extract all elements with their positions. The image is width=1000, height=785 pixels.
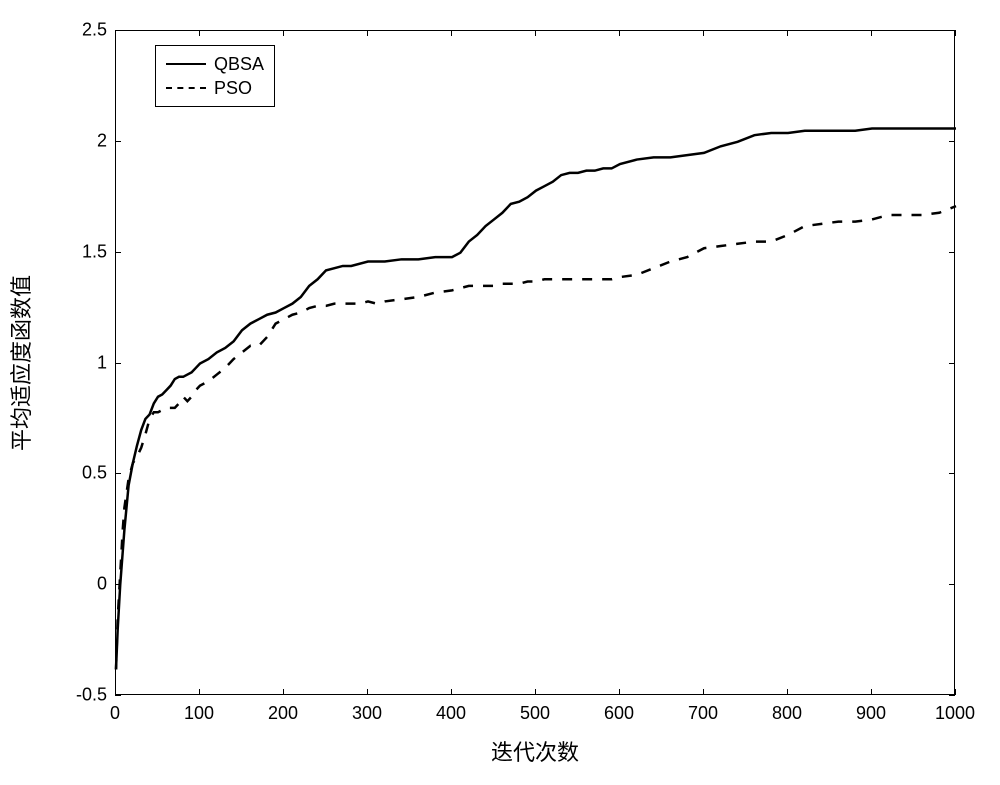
series-svg: [116, 31, 956, 696]
x-tick-label: 0: [110, 703, 120, 724]
x-tick-mark: [703, 689, 704, 695]
x-tick-label: 300: [352, 703, 382, 724]
y-tick-mark: [115, 695, 121, 696]
y-axis-label: 平均适应度函数值: [4, 274, 36, 450]
x-tick-label: 500: [520, 703, 550, 724]
y-tick-label: 2: [97, 130, 107, 151]
x-tick-mark: [283, 689, 284, 695]
y-tick-mark: [949, 252, 955, 253]
y-tick-mark: [949, 584, 955, 585]
legend-label-pso: PSO: [214, 78, 252, 99]
x-tick-mark: [451, 689, 452, 695]
legend-box: QBSA PSO: [155, 45, 275, 107]
y-tick-label: 2.5: [82, 20, 107, 41]
x-tick-label: 700: [688, 703, 718, 724]
x-tick-mark: [199, 689, 200, 695]
x-tick-label: 600: [604, 703, 634, 724]
x-tick-label: 100: [184, 703, 214, 724]
y-tick-mark: [115, 473, 121, 474]
legend-swatch-dashed: [166, 78, 206, 98]
y-tick-label: 1.5: [82, 241, 107, 262]
series-qbsa: [116, 129, 956, 670]
x-tick-mark: [703, 30, 704, 36]
x-tick-mark: [787, 30, 788, 36]
legend-line-dashed-icon: [166, 87, 206, 89]
y-tick-label: 1: [97, 352, 107, 373]
plot-area: [115, 30, 955, 695]
y-tick-mark: [115, 141, 121, 142]
legend-line-solid-icon: [166, 63, 206, 66]
y-tick-label: 0.5: [82, 463, 107, 484]
chart-container: QBSA PSO 平均适应度函数值 迭代次数 0 100 200 300 400 500 6…: [0, 0, 1000, 785]
y-tick-mark: [115, 363, 121, 364]
x-tick-label: 800: [772, 703, 802, 724]
y-tick-label: -0.5: [76, 685, 107, 706]
y-tick-label: 0: [97, 574, 107, 595]
x-tick-label: 1000: [935, 703, 975, 724]
x-tick-mark: [619, 30, 620, 36]
x-tick-mark: [871, 689, 872, 695]
legend-swatch-solid: [166, 54, 206, 74]
x-tick-mark: [955, 689, 956, 695]
x-tick-mark: [535, 689, 536, 695]
y-tick-mark: [115, 584, 121, 585]
x-tick-mark: [955, 30, 956, 36]
x-tick-label: 200: [268, 703, 298, 724]
x-tick-mark: [871, 30, 872, 36]
x-tick-mark: [451, 30, 452, 36]
y-tick-mark: [949, 695, 955, 696]
x-tick-mark: [367, 30, 368, 36]
x-axis-label: 迭代次数: [491, 735, 579, 767]
x-tick-mark: [367, 689, 368, 695]
y-tick-mark: [949, 473, 955, 474]
y-tick-mark: [115, 30, 121, 31]
x-tick-label: 900: [856, 703, 886, 724]
y-tick-mark: [949, 141, 955, 142]
legend-label-qbsa: QBSA: [214, 54, 264, 75]
x-tick-mark: [535, 30, 536, 36]
legend-row-qbsa: QBSA: [166, 52, 264, 76]
y-tick-mark: [949, 363, 955, 364]
x-tick-mark: [283, 30, 284, 36]
y-tick-mark: [949, 30, 955, 31]
x-tick-mark: [787, 689, 788, 695]
legend-row-pso: PSO: [166, 76, 264, 100]
x-tick-label: 400: [436, 703, 466, 724]
x-tick-mark: [619, 689, 620, 695]
x-tick-mark: [199, 30, 200, 36]
series-pso: [116, 206, 956, 669]
y-tick-mark: [115, 252, 121, 253]
